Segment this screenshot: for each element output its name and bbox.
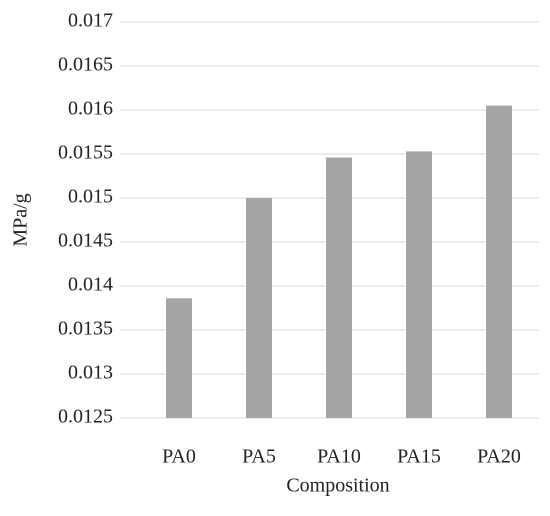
x-axis-title: Composition: [286, 475, 389, 497]
x-tick-label: PA5: [242, 446, 276, 468]
x-tick-label: PA20: [477, 446, 521, 468]
y-axis-title: MPa/g: [10, 193, 32, 246]
bar: [326, 157, 352, 418]
y-tick-label: 0.0125: [58, 406, 113, 428]
y-tick-label: 0.0145: [58, 230, 113, 252]
y-tick-label: 0.017: [68, 10, 113, 32]
y-tick-label: 0.013: [68, 362, 113, 384]
y-tick-label: 0.016: [68, 98, 113, 120]
y-tick-label: 0.0135: [58, 318, 113, 340]
bar: [246, 198, 272, 418]
bar: [166, 298, 192, 418]
y-tick-label: 0.014: [68, 274, 113, 296]
x-tick-label: PA0: [162, 446, 196, 468]
y-tick-label: 0.0155: [58, 142, 113, 164]
x-tick-label: PA15: [397, 446, 441, 468]
bar: [486, 105, 512, 418]
y-tick-label: 0.015: [68, 186, 113, 208]
y-tick-label: 0.0165: [58, 54, 113, 76]
x-tick-label: PA10: [317, 446, 361, 468]
bar: [406, 151, 432, 419]
